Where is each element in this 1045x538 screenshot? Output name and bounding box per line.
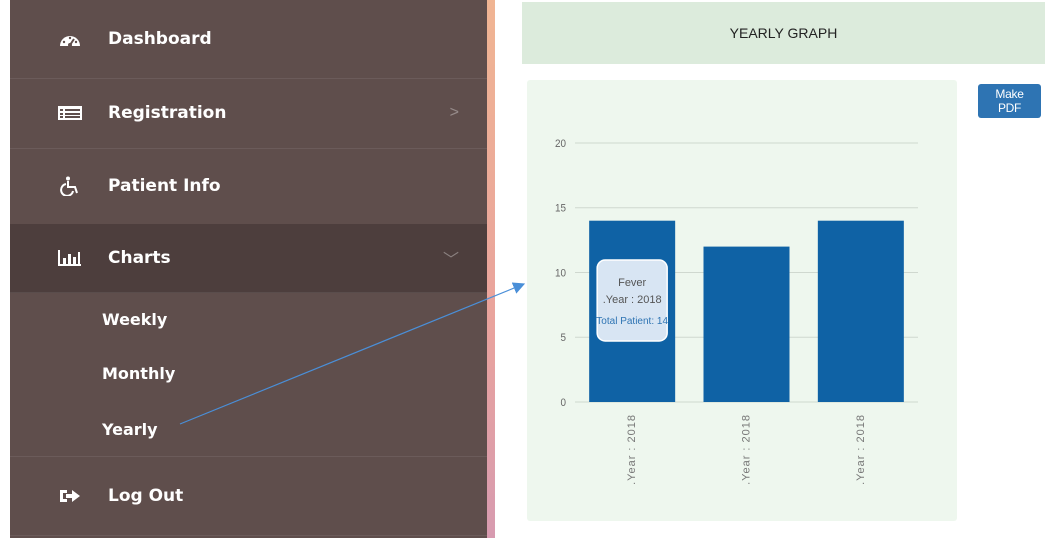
- chevron-down-icon: ﹀: [442, 252, 459, 269]
- submenu-item-weekly[interactable]: Weekly: [10, 292, 487, 346]
- make-pdf-button[interactable]: Make PDF: [978, 84, 1041, 118]
- sidebar-edge: [487, 0, 495, 538]
- sidebar-item-charts[interactable]: Charts ﹀: [10, 224, 487, 293]
- submenu-item-label: Weekly: [102, 309, 168, 329]
- bar-chart-icon: [58, 249, 82, 267]
- sidebar-item-label: Patient Info: [108, 176, 221, 196]
- sidebar: Dashboard Registration > Patient Info Ch…: [10, 0, 487, 538]
- sidebar-item-label: Dashboard: [108, 29, 212, 49]
- sidebar-item-label: Registration: [108, 103, 227, 123]
- submenu-item-label: Monthly: [102, 363, 176, 383]
- sidebar-item-label: Log Out: [108, 486, 184, 506]
- page-title: YEARLY GRAPH: [729, 25, 838, 41]
- sidebar-item-label: Charts: [108, 248, 171, 268]
- submenu-item-label: Yearly: [102, 419, 158, 439]
- sidebar-item-registration[interactable]: Registration >: [10, 78, 487, 149]
- sidebar-item-dashboard[interactable]: Dashboard: [10, 0, 487, 79]
- submenu-item-yearly[interactable]: Yearly: [10, 402, 487, 456]
- submenu-item-monthly[interactable]: Monthly: [10, 346, 487, 400]
- sidebar-item-logout[interactable]: Log Out: [10, 456, 487, 536]
- logout-icon: [58, 487, 82, 505]
- wheelchair-icon: [58, 176, 82, 196]
- registration-icon: [58, 104, 82, 122]
- sidebar-item-patient-info[interactable]: Patient Info: [10, 148, 487, 225]
- chevron-right-icon: >: [449, 104, 459, 121]
- dashboard-icon: [58, 30, 82, 48]
- chart-panel: [527, 80, 957, 521]
- graph-header: YEARLY GRAPH: [522, 2, 1045, 64]
